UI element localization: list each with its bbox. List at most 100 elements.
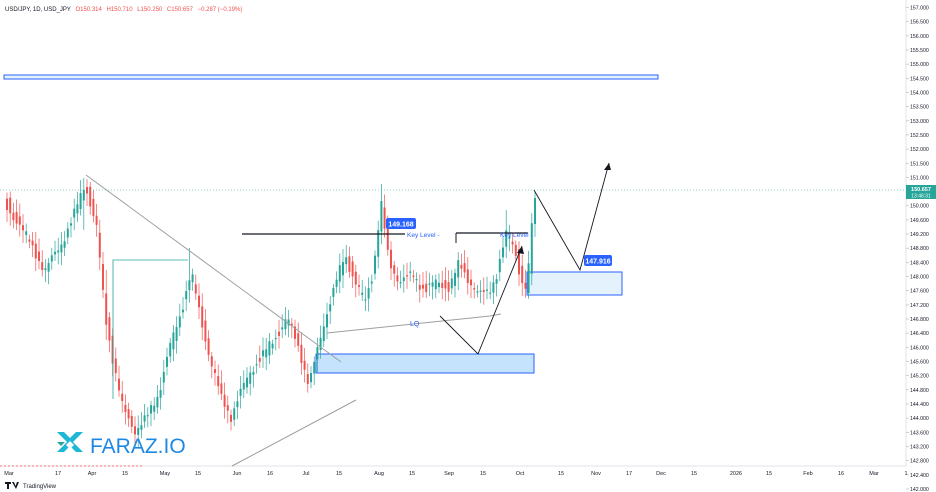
time-tick-label: 15 [195,471,201,477]
descending-trendline[interactable] [85,174,342,363]
candle-body [482,290,485,292]
candle-body [380,201,383,232]
candle-body [511,241,514,245]
candle-body [521,265,524,284]
candle-body [31,240,34,246]
candle-body [54,251,56,255]
liquidity-line[interactable] [326,313,502,334]
plot-area[interactable] [0,0,906,466]
candle-body [351,261,354,277]
candle-body [249,372,252,384]
candle-body [252,371,255,375]
candle-body [466,269,469,284]
time-tick-label: 15 [691,471,697,477]
candle-body [364,299,367,301]
time-tick-label: 16 [838,471,844,477]
candle-body [354,271,357,285]
candle-body [63,241,66,248]
price-tick-label: 151.500 [910,161,929,167]
time-tick-label: 1 [904,471,907,477]
chart-legend[interactable]: USD/JPY, 1D, USD_JPY O150.314 H150.710 L… [5,7,242,13]
price-tick-label: 148.400 [910,260,929,266]
tradingview-brand[interactable]: TradingView [5,482,57,490]
candle-body [383,207,386,229]
price-tick-label: 157.000 [910,6,929,12]
ascending-trendline[interactable] [231,399,357,467]
candle-body [188,280,191,291]
current-price: 150.657 [911,187,931,193]
candle-body [268,341,271,356]
time-tick-label: May [160,471,171,477]
candle-body [25,231,28,235]
upper-zone[interactable] [3,74,659,80]
candle-body [137,427,140,435]
price-tick-label: 154.000 [910,90,929,96]
candle-body [329,304,332,312]
price-tick-label: 147.200 [910,303,929,309]
time-tick-label: Apr [88,471,97,477]
candle-body [127,409,130,419]
price-tick-label: 142.400 [910,473,929,479]
arrow-mid-icon [517,246,524,254]
level-badge-149[interactable] [386,218,416,229]
candle-body [310,372,312,383]
candle-body [476,291,479,293]
time-tick-label: Feb [803,471,812,477]
time-tick-label: Aug [374,471,384,477]
candle-body [217,376,220,387]
candle-body [207,338,210,355]
candle-body [121,393,124,401]
price-tick-label: 154.500 [910,76,929,82]
candle-body [34,243,37,259]
time-tick-label: Mar [4,471,14,477]
candle-body [95,215,98,225]
time-axis[interactable]: Mar 17 Apr 15 May 15 Jun 16 Jul 15 Aug 15 Sep 15 Oct 15… [4,471,907,477]
candle-body [332,287,335,297]
time-tick-label: Oct [516,471,525,477]
candle-body [492,282,495,293]
candle-body [73,208,76,218]
price-tick-label: 146.800 [910,317,929,323]
price-tick-label: 145.600 [910,360,929,366]
price-tick-label: 155.000 [910,62,929,68]
candle-body [47,262,50,272]
candle-body [194,284,197,294]
candle-body [41,262,44,271]
projection-path[interactable] [533,162,610,272]
candle-body [102,264,104,290]
price-tick-label: 156.000 [910,34,929,40]
level-badge-147[interactable] [584,255,612,266]
candle-body [287,319,290,326]
candle-body [76,204,79,214]
open-value: O150.314 [75,7,102,13]
tradingview-label: TradingView [23,484,57,490]
demand-zone-lower[interactable] [315,353,535,374]
candle-body [290,323,293,326]
candle-body [322,326,325,341]
candle-body [486,289,488,291]
candle-body [82,190,85,201]
candle-body [172,332,175,350]
candle-body [393,265,396,274]
candle-body [92,198,95,217]
time-tick-label: Dec [656,471,666,477]
demand-zone-upper[interactable] [526,271,623,296]
candle-body [425,283,428,293]
price-axis[interactable]: 157.000 156.500 156.000 155.500 155.000 154.5… [906,6,929,492]
candle-body [265,349,268,358]
candle-body [342,262,344,276]
price-tick-label: 153.500 [910,105,929,111]
symbol-label: USD/JPY, 1D, USD_JPY [5,7,71,13]
time-tick-label: Nov [591,471,601,477]
faraz-logo: FARAZ.IO [57,432,186,458]
level-label-149: 149.168 [388,222,413,229]
candle-body [313,361,316,374]
candle-body [495,279,498,284]
candle-body [406,275,408,277]
key-level-label-2: Key Level - [500,232,533,239]
time-tick-label: 15 [558,471,564,477]
candle-body [28,239,31,242]
candle-body [294,326,296,339]
candle-body [281,327,284,330]
